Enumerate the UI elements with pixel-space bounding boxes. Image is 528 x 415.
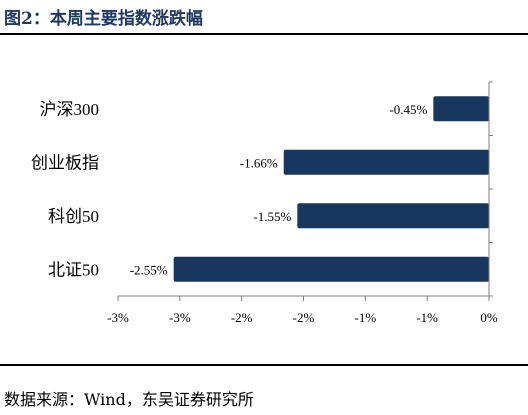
category-label: 创业板指: [31, 153, 99, 172]
value-labels: -0.45% -1.66% -1.55% -2.55%: [130, 102, 428, 278]
top-rule: [0, 33, 528, 35]
bar: [297, 203, 489, 229]
source-note: 数据来源：Wind，东吴证券研究所: [4, 390, 254, 409]
tick-labels: -3% -3% -2% -2% -1% -1% 0%: [107, 310, 498, 325]
bar: [173, 256, 489, 282]
category-label: 北证50: [48, 260, 99, 279]
data-label: -1.55%: [253, 209, 291, 224]
figure-title: 图2：本周主要指数涨跌幅: [4, 9, 203, 29]
bottom-rule: [0, 364, 528, 366]
x-tick-label: -2%: [231, 310, 253, 325]
x-tick-label: -3%: [107, 310, 129, 325]
x-tick-label: 0%: [480, 310, 498, 325]
bar: [283, 149, 489, 175]
bars-group: [173, 96, 489, 282]
x-tick-label: -3%: [169, 310, 191, 325]
x-tick-label: -2%: [293, 310, 315, 325]
bar: [433, 96, 489, 122]
axes: [117, 81, 493, 301]
category-label: 沪深300: [40, 100, 100, 119]
x-tick-label: -1%: [416, 310, 438, 325]
data-label: -2.55%: [130, 262, 168, 277]
data-label: -1.66%: [240, 155, 278, 170]
category-label: 科创50: [48, 207, 99, 226]
x-tick-label: -1%: [354, 310, 376, 325]
data-label: -0.45%: [389, 102, 427, 117]
